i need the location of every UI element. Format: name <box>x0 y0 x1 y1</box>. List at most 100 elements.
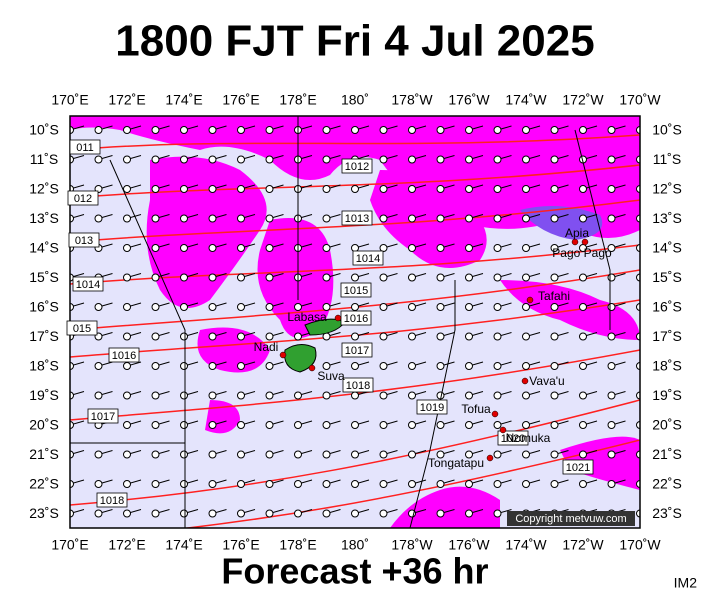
station <box>465 509 473 518</box>
station <box>208 450 217 459</box>
station <box>579 332 587 341</box>
station <box>351 332 359 341</box>
isobar-label-box <box>352 250 384 266</box>
isobar-label-group: 1018 <box>96 492 128 508</box>
station <box>607 421 616 429</box>
station <box>408 450 416 459</box>
station <box>294 303 302 311</box>
station <box>607 450 616 459</box>
station <box>94 391 103 400</box>
station <box>180 126 188 134</box>
station <box>94 362 103 370</box>
isobar-label-group: 1017 <box>87 408 119 424</box>
station <box>237 509 245 518</box>
isobar-label-box <box>416 399 448 415</box>
station <box>180 303 188 311</box>
station <box>465 450 473 459</box>
station <box>522 185 530 193</box>
station <box>550 450 559 459</box>
station <box>493 244 502 252</box>
station <box>493 126 502 134</box>
isobar-label: 1020 <box>501 433 525 445</box>
isobar-label-box <box>108 347 140 363</box>
station <box>607 126 616 134</box>
station <box>123 421 131 429</box>
longitude-label: 174˚E <box>165 537 202 553</box>
isobar-label-box <box>562 459 594 475</box>
isobar-label-group: 1017 <box>341 342 373 358</box>
station <box>351 303 359 311</box>
station <box>465 421 473 429</box>
isobar-label: 1016 <box>344 313 368 325</box>
station <box>351 421 359 429</box>
station <box>322 391 331 400</box>
station <box>607 480 616 488</box>
station <box>550 244 559 252</box>
station <box>351 362 359 370</box>
station <box>351 244 359 252</box>
station <box>436 155 445 164</box>
station <box>265 244 274 252</box>
station <box>237 391 245 400</box>
latitude-label: 13˚S <box>29 210 59 226</box>
latitude-label: 15˚S <box>29 269 59 285</box>
station <box>294 450 302 459</box>
latitude-label: 10˚S <box>29 122 59 138</box>
station <box>265 155 274 164</box>
station <box>94 450 103 459</box>
footer: Forecast +36 hr <box>221 551 488 592</box>
station <box>351 185 359 193</box>
station <box>123 126 131 134</box>
longitude-label: 172˚W <box>562 92 604 108</box>
station <box>636 244 640 252</box>
isobar <box>70 244 640 285</box>
latitude-label: 11˚S <box>30 151 59 167</box>
station <box>550 185 559 193</box>
station <box>151 362 160 370</box>
isobar-label: 1018 <box>100 495 124 507</box>
station <box>379 155 388 164</box>
station <box>579 480 587 488</box>
station <box>550 126 559 134</box>
latitude-label: 16˚S <box>29 299 59 315</box>
station <box>208 126 217 134</box>
station <box>636 303 640 311</box>
isobar <box>70 134 640 151</box>
station <box>237 450 245 459</box>
station <box>522 273 530 282</box>
station <box>237 332 245 341</box>
station <box>579 126 587 134</box>
station <box>237 155 245 164</box>
latitude-label: 21˚S <box>29 446 59 462</box>
station <box>322 214 331 223</box>
longitude-label: 170˚W <box>619 537 661 553</box>
station <box>522 450 530 459</box>
station <box>522 391 530 400</box>
station <box>465 480 473 488</box>
station <box>208 362 217 370</box>
station <box>408 362 416 370</box>
station <box>607 155 616 164</box>
station <box>208 303 217 311</box>
latitude-label: 23˚S <box>652 505 682 521</box>
station <box>265 391 274 400</box>
station <box>522 362 530 370</box>
latitude-label: 14˚S <box>29 240 59 256</box>
station <box>265 303 274 311</box>
station <box>436 185 445 193</box>
station <box>94 126 103 134</box>
place-dot <box>526 296 534 304</box>
isobar <box>70 164 640 199</box>
station <box>379 185 388 193</box>
station <box>436 332 445 341</box>
latitude-label: 14˚S <box>652 240 682 256</box>
station <box>151 509 160 518</box>
station <box>579 273 587 282</box>
station <box>636 273 640 282</box>
place-label: Suva <box>317 369 345 383</box>
station <box>237 273 245 282</box>
isobar-label-box <box>341 158 373 174</box>
station <box>522 480 530 488</box>
station <box>493 362 502 370</box>
station <box>208 421 217 429</box>
